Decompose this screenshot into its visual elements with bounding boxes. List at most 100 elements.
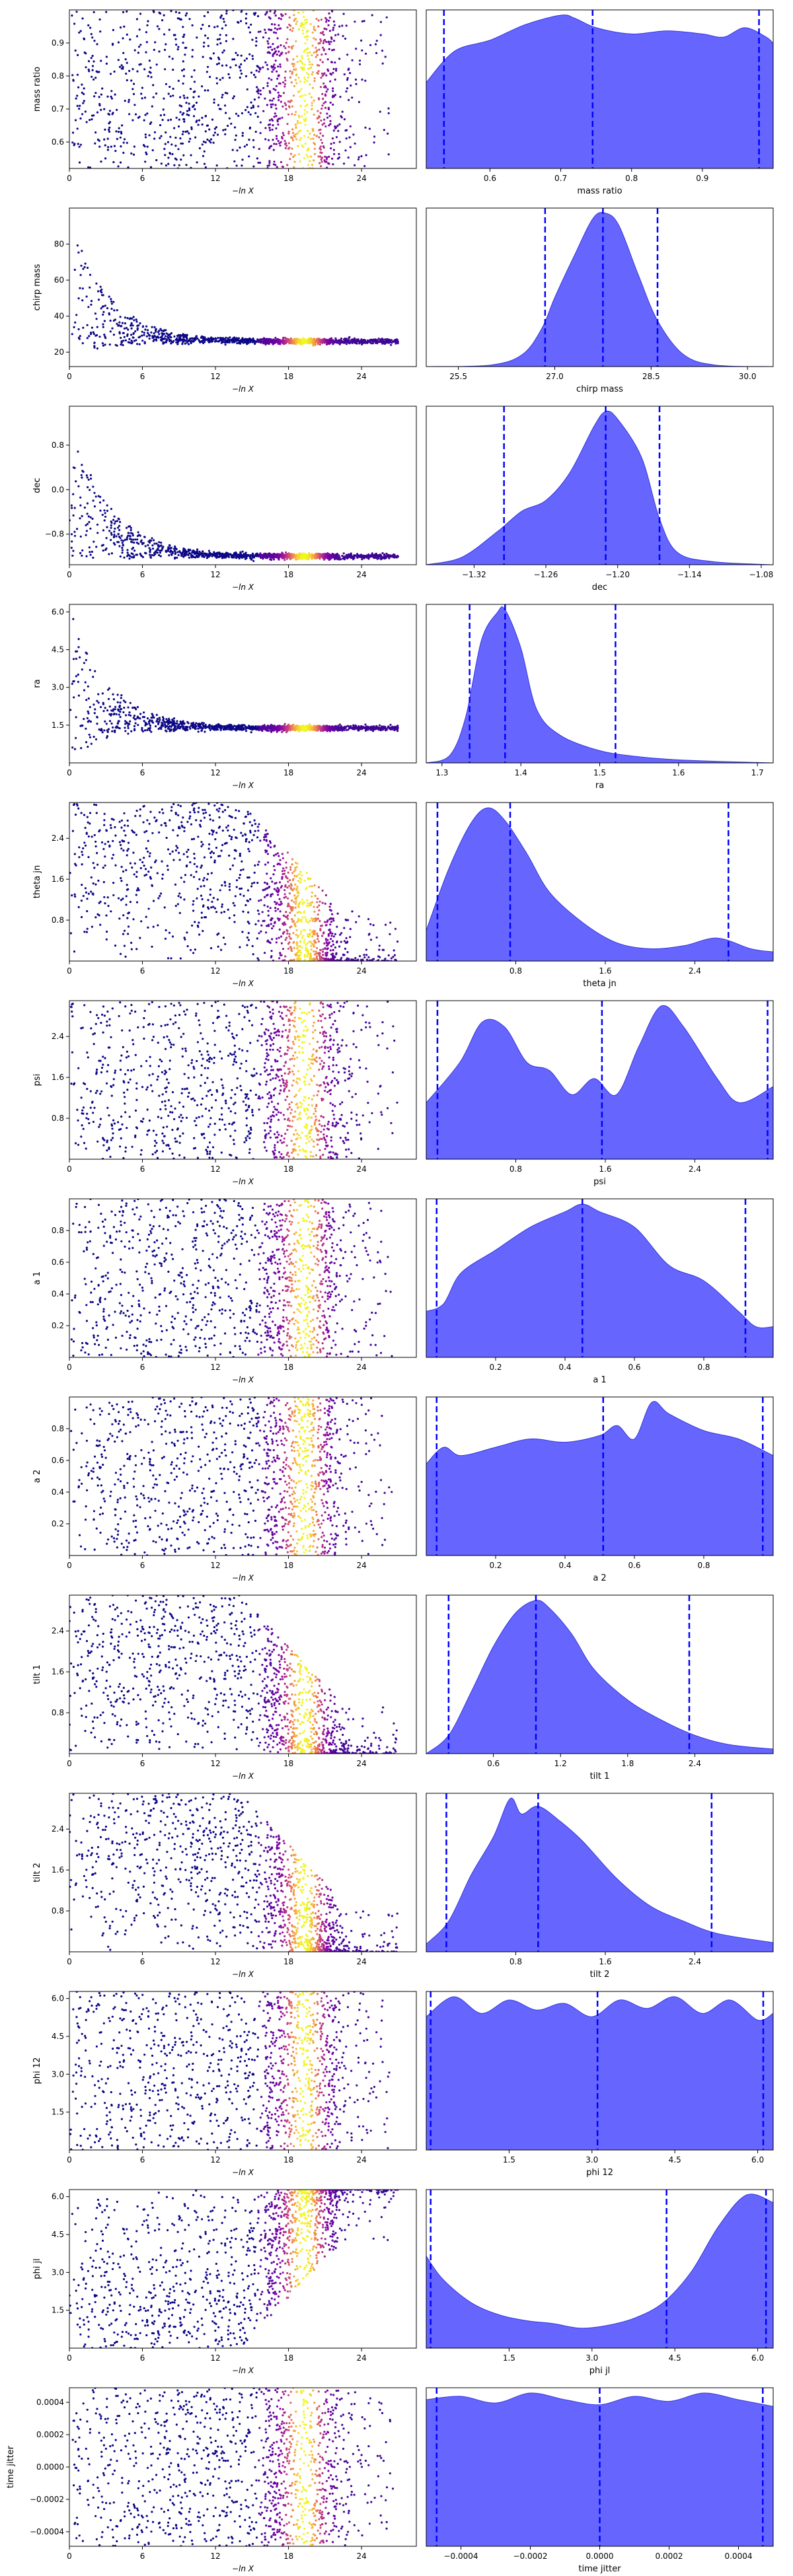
scatter-point — [312, 32, 314, 34]
scatter-points — [71, 9, 390, 170]
scatter-point — [242, 551, 244, 553]
scatter-point — [343, 552, 345, 554]
scatter-point — [326, 556, 328, 558]
scatter-point — [162, 119, 164, 121]
scatter-point — [266, 11, 268, 13]
scatter-point — [161, 332, 163, 334]
scatter-point — [80, 265, 82, 267]
scatter-point — [102, 514, 104, 516]
scatter-point — [253, 74, 255, 76]
scatter-point — [108, 698, 110, 700]
scatter-point — [190, 126, 192, 128]
scatter-point — [286, 164, 288, 166]
scatter-point — [139, 28, 141, 30]
scatter-point — [314, 143, 316, 145]
scatter-point — [165, 43, 167, 45]
scatter-point — [145, 114, 147, 116]
scatter-point — [85, 741, 87, 743]
scatter-point — [243, 340, 245, 342]
kde-x-tick-label: −1.20 — [605, 570, 630, 579]
scatter-point — [162, 716, 164, 718]
scatter-point — [143, 542, 145, 544]
scatter-point — [223, 50, 225, 52]
scatter-point — [283, 559, 285, 561]
scatter-point — [297, 120, 299, 122]
scatter-point — [328, 20, 330, 22]
scatter-point — [146, 112, 148, 114]
scatter-point — [350, 557, 352, 559]
scatter-point — [180, 111, 182, 113]
scatter-point — [332, 555, 334, 557]
scatter-point — [89, 489, 91, 491]
scatter-point — [125, 58, 127, 60]
scatter-point — [99, 510, 101, 512]
scatter-point — [275, 108, 277, 110]
scatter-point — [239, 556, 241, 558]
scatter-point — [108, 114, 110, 116]
scatter-point — [272, 139, 274, 141]
scatter-point — [268, 555, 270, 557]
scatter-point — [141, 340, 143, 341]
scatter-point — [348, 555, 350, 557]
scatter-point — [158, 330, 160, 332]
scatter-point — [324, 156, 326, 158]
scatter-point — [179, 137, 181, 139]
scatter-point — [231, 555, 233, 557]
scatter-point — [155, 336, 157, 338]
scatter-point — [213, 142, 215, 144]
scatter-point — [293, 85, 295, 87]
scatter-point — [181, 69, 183, 71]
scatter-point — [346, 129, 348, 131]
scatter-point — [74, 322, 76, 324]
scatter-point — [294, 114, 296, 116]
scatter-point — [354, 143, 356, 145]
scatter-point — [94, 335, 96, 337]
x-tick-label: 18 — [283, 372, 293, 381]
scatter-point — [299, 81, 301, 83]
scatter-point — [320, 120, 322, 122]
scatter-point — [303, 77, 305, 79]
scatter-point — [321, 159, 322, 161]
scatter-point — [259, 162, 261, 164]
scatter-point — [278, 118, 280, 120]
scatter-point — [381, 343, 383, 345]
scatter-point — [305, 555, 307, 557]
scatter-point — [165, 340, 167, 342]
scatter-point — [352, 341, 354, 343]
scatter-point — [80, 30, 82, 32]
scatter-point — [260, 132, 262, 134]
scatter-point — [167, 157, 169, 159]
scatter-point — [301, 57, 303, 59]
scatter-point — [226, 92, 228, 94]
scatter-point — [73, 144, 75, 146]
scatter-point — [114, 706, 116, 708]
scatter-point — [375, 557, 377, 559]
scatter-point — [252, 58, 254, 60]
scatter-point — [78, 108, 80, 110]
scatter-point — [322, 42, 324, 44]
scatter-points — [71, 244, 399, 349]
scatter-point — [262, 556, 264, 558]
scatter-point — [274, 27, 276, 29]
scatter-point — [175, 11, 177, 13]
scatter-point — [217, 340, 219, 342]
scatter-point — [252, 146, 254, 148]
scatter-point — [303, 100, 305, 102]
scatter-point — [321, 54, 322, 55]
scatter-point — [313, 134, 315, 136]
scatter-point — [255, 131, 257, 133]
scatter-point — [222, 129, 224, 131]
scatter-point — [291, 81, 293, 83]
scatter-point — [255, 40, 257, 42]
scatter-point — [239, 77, 241, 79]
scatter-point — [150, 332, 152, 334]
scatter-point — [86, 474, 88, 476]
scatter-point — [264, 556, 266, 558]
scatter-point — [286, 26, 288, 28]
scatter-point — [173, 336, 175, 338]
scatter-point — [135, 114, 137, 116]
scatter-point — [381, 556, 383, 558]
scatter-point — [149, 338, 151, 340]
scatter-point — [93, 79, 94, 81]
scatter-point — [365, 730, 367, 732]
